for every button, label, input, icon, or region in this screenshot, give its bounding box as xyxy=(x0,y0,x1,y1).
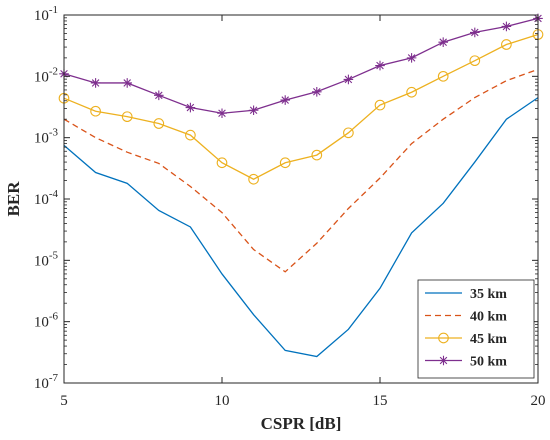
data-point-star xyxy=(217,108,227,118)
legend-label-50-km: 50 km xyxy=(470,355,507,370)
legend: 35 km 40 km 45 km 50 km xyxy=(418,280,534,378)
data-point-star xyxy=(249,105,259,115)
legend-label-35-km: 35 km xyxy=(470,287,507,302)
data-point-star xyxy=(154,91,164,101)
data-point-star xyxy=(344,75,354,85)
data-point-star xyxy=(438,37,448,47)
legend-label-45-km: 45 km xyxy=(470,332,507,347)
x-tick-label: 20 xyxy=(531,393,546,409)
data-point-star xyxy=(91,78,101,88)
data-point-star xyxy=(186,103,196,113)
data-point-star xyxy=(122,78,132,88)
x-tick-label: 10 xyxy=(215,393,230,409)
data-point-star xyxy=(407,53,417,63)
data-point-star xyxy=(439,356,449,366)
legend-label-40-km: 40 km xyxy=(470,310,507,325)
data-point-star xyxy=(375,61,385,71)
data-point-star xyxy=(280,95,290,105)
data-point-star xyxy=(470,28,480,38)
data-point-star xyxy=(502,22,512,32)
x-tick-label: 15 xyxy=(373,393,388,409)
data-point-star xyxy=(312,87,322,97)
y-axis-label: BER xyxy=(4,181,23,217)
x-tick-label: 5 xyxy=(60,393,68,409)
x-axis-label: CSPR [dB] xyxy=(261,414,342,433)
